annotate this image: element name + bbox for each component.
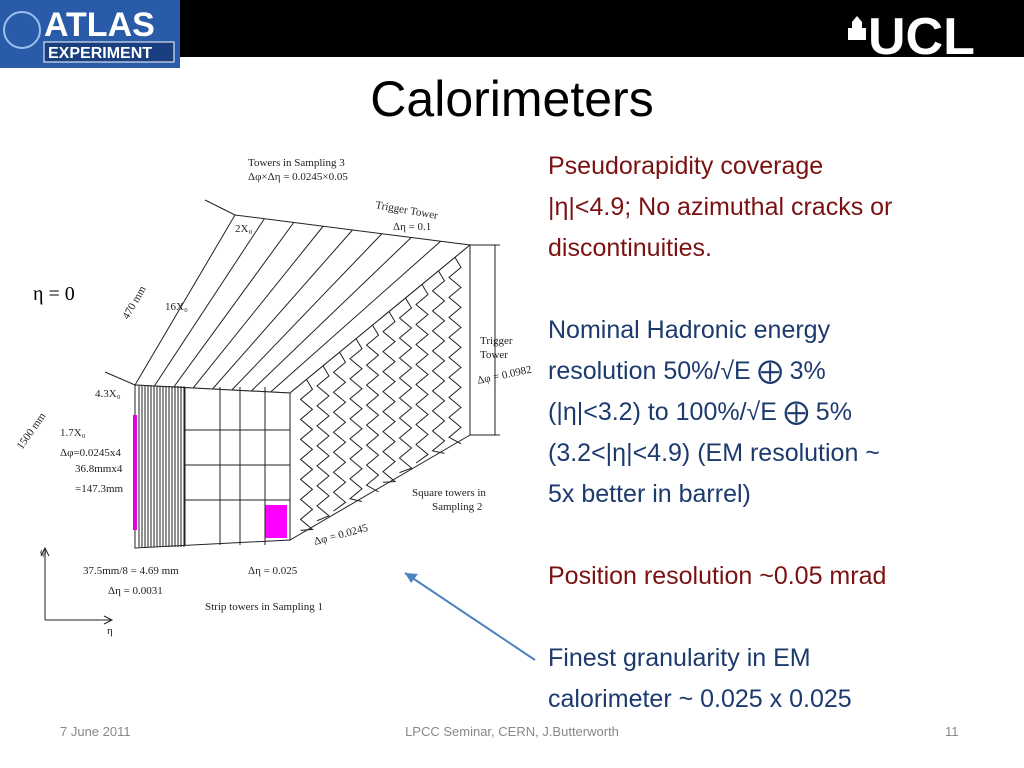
diagram-line (415, 284, 429, 464)
bullet-text: Pseudorapidity coverage |η|<4.9; No azimu… (548, 146, 1018, 761)
diagram-label: 36.8mmx4 (75, 463, 123, 475)
diagram-line (348, 338, 363, 502)
diagram-line (231, 233, 383, 391)
square-tower (265, 505, 287, 538)
paragraph: Nominal Hadronic energy resolution 50%/√E… (548, 310, 1018, 515)
diagram-line (382, 311, 397, 483)
logo-box (43, 41, 175, 63)
logo-atlas: ATLAS (44, 6, 155, 44)
diagram-label: Δφ=0.0245x4 (60, 447, 121, 459)
diagram-label: Δη = 0.1 (393, 221, 431, 233)
diagram-label: =147.3mm (75, 483, 124, 495)
logo-ucl: UCL (868, 8, 975, 66)
atlas-emblem (3, 11, 41, 49)
diagram-label: 1500 mm (15, 410, 49, 452)
footer-event: LPCC Seminar, CERN, J.Butterworth (405, 724, 619, 739)
diagram-label: Δη = 0.0031 (108, 585, 163, 597)
diagram-line (398, 297, 413, 474)
diagram-label: Strip towers in Sampling 1 (205, 601, 323, 613)
paragraph: Finest granularity in EM calorimeter ~ 0.… (548, 638, 1018, 720)
diagram-line (316, 365, 330, 522)
paragraph: Position resolution ~0.05 mrad (548, 556, 1018, 597)
diagram-label: 37.5mm/8 = 4.69 mm (83, 565, 179, 577)
diagram-line (365, 324, 380, 493)
axes (40, 546, 114, 625)
diagram-label: 16X₀ (165, 301, 188, 313)
diagram-line (192, 225, 324, 389)
diagram-line (299, 379, 314, 531)
diagram-label: 4.3X₀ (95, 388, 121, 400)
diagram-label: 1.7X₀ (60, 427, 86, 439)
slide-title: Calorimeters (370, 71, 653, 127)
ucl-dome (848, 16, 866, 40)
text-line: Position resolution ~0.05 mrad (548, 562, 887, 590)
diagram-line (448, 257, 462, 445)
text-line: 5x better in barrel) (548, 480, 751, 508)
calorimeter-diagram (40, 199, 536, 661)
text-line: (|η|<3.2) to 100%/√E ⨁ 5% (548, 398, 852, 426)
paragraph: Pseudorapidity coverage |η|<4.9; No azimu… (548, 146, 1018, 269)
text-line: Pseudorapidity coverage (548, 152, 824, 180)
diagram-label: Δη = 0.025 (248, 565, 298, 577)
dimension-lines (104, 199, 500, 436)
diagram-label: Trigger Tower (374, 199, 439, 222)
diagram-line (153, 218, 265, 387)
diagram-line (270, 240, 441, 393)
diagram-label: Trigger (480, 335, 513, 347)
text-line: resolution 50%/√E ⨁ 3% (548, 357, 826, 385)
text-line: calorimeter ~ 0.025 x 0.025 (548, 685, 852, 713)
diagram-label: Towers in Sampling 3 (248, 157, 345, 169)
text-line: |η|<4.9; No azimuthal cracks or (548, 193, 893, 221)
pointer-arrow (404, 572, 536, 661)
diagram-label: η = 0 (33, 283, 75, 305)
text-line: Finest granularity in EM (548, 644, 811, 672)
diagram-label: Square towers in (412, 487, 486, 499)
diagram-label: Sampling 2 (432, 501, 482, 513)
text-line: Nominal Hadronic energy (548, 316, 831, 344)
diagram-label: Δφ×Δη = 0.0245×0.05 (248, 171, 348, 183)
logo-experiment: EXPERIMENT (48, 45, 152, 62)
strip-tower (133, 415, 137, 530)
diagram-line (332, 352, 347, 512)
diagram-line (250, 237, 412, 392)
diagram-label: Δφ = 0.0982 (476, 364, 533, 387)
text-line: (3.2<|η|<4.9) (EM resolution ~ (548, 439, 880, 467)
diagram-line (431, 270, 446, 454)
diagram-label: 470 mm (120, 284, 149, 322)
diagram-label: Tower (480, 349, 508, 361)
diagram-label: φ (40, 546, 46, 558)
diagram-line (212, 229, 353, 390)
text-line: discontinuities. (548, 234, 712, 262)
diagram-line (173, 222, 295, 388)
page-number: 11 (945, 724, 959, 739)
diagram-label: η (107, 625, 113, 637)
diagram-label: Δφ = 0.0245 (313, 522, 370, 548)
footer-date: 7 June 2011 (60, 724, 131, 739)
diagram-label: 2X₀ (235, 223, 252, 235)
arrow-head (405, 573, 418, 583)
